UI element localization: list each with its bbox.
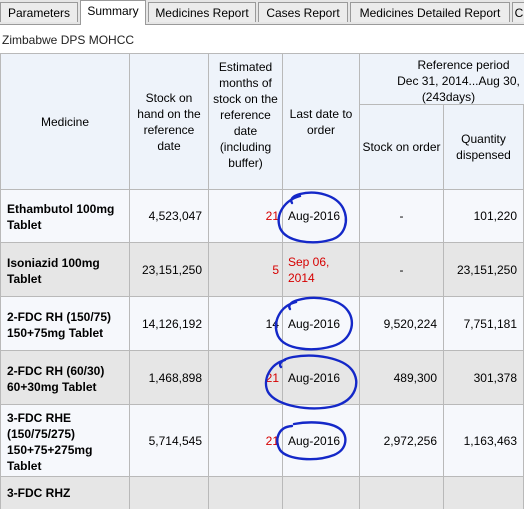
table-cell-months: 14 (209, 297, 283, 351)
tab-cases-report[interactable]: Cases Report (258, 2, 348, 22)
header-estimated-months: Estimated months of stock on the referen… (209, 54, 283, 190)
tab-strip: Parameters Summary Medicines Report Case… (0, 0, 524, 25)
table-cell-stock: 5,714,545 (130, 405, 209, 477)
table-cell-medicine: 2-FDC RH (150/75) 150+75mg Tablet (1, 297, 130, 351)
table-cell-stock: 23,151,250 (130, 243, 209, 297)
table-cell-stock: 14,126,192 (130, 297, 209, 351)
header-reference-period: Reference period Dec 31, 2014...Aug 30, … (360, 54, 524, 105)
table-cell-last-date: Sep 06, 2014 (283, 243, 360, 297)
tab-medicines-report[interactable]: Medicines Report (148, 2, 256, 22)
table-cell-stock-on-order (360, 477, 444, 509)
table-cell-stock-on-order: 9,520,224 (360, 297, 444, 351)
table-cell-medicine: 2-FDC RH (60/30) 60+30mg Tablet (1, 351, 130, 405)
table-cell-months (209, 477, 283, 509)
header-reference-period-days: (243days) (421, 90, 476, 104)
header-stock-on-hand: Stock on hand on the reference date (130, 54, 209, 190)
table-cell-last-date: Aug-2016 (283, 297, 360, 351)
table-cell-last-date: Aug-2016 (283, 405, 360, 477)
table-cell-medicine: 3-FDC RHE (150/75/275) 150+75+275mg Tabl… (1, 405, 130, 477)
table-cell-stock-on-order: - (360, 243, 444, 297)
table-cell-last-date: Aug-2016 (283, 351, 360, 405)
table-cell-stock: 4,523,047 (130, 190, 209, 243)
table-cell-months: 5 (209, 243, 283, 297)
table-cell-dispensed: 7,751,181 (444, 297, 524, 351)
header-last-date-to-order: Last date to order (283, 54, 360, 190)
table-cell-last-date (283, 477, 360, 509)
table-cell-medicine: Ethambutol 100mg Tablet (1, 190, 130, 243)
table-cell-dispensed (444, 477, 524, 509)
table-cell-stock: 1,468,898 (130, 351, 209, 405)
table-cell-months: 21 (209, 190, 283, 243)
table-cell-medicine: 3-FDC RHZ (1, 477, 130, 509)
report-subtitle: Zimbabwe DPS MOHCC (2, 33, 135, 47)
table-cell-months: 21 (209, 351, 283, 405)
table-cell-medicine: Isoniazid 100mg Tablet (1, 243, 130, 297)
header-reference-period-range: Dec 31, 2014...Aug 30, (397, 74, 520, 88)
tab-summary[interactable]: Summary (80, 0, 146, 25)
table-cell-dispensed: 1,163,463 (444, 405, 524, 477)
table-cell-dispensed: 301,378 (444, 351, 524, 405)
header-medicine: Medicine (1, 54, 130, 190)
table-cell-months: 21 (209, 405, 283, 477)
table-cell-stock-on-order: 2,972,256 (360, 405, 444, 477)
tab-parameters[interactable]: Parameters (0, 2, 78, 22)
header-reference-period-label: Reference period (417, 58, 510, 72)
table-cell-stock (130, 477, 209, 509)
table-cell-dispensed: 23,151,250 (444, 243, 524, 297)
table-cell-stock-on-order: - (360, 190, 444, 243)
table-cell-stock-on-order: 489,300 (360, 351, 444, 405)
tab-medicines-detailed-report[interactable]: Medicines Detailed Report (350, 2, 510, 22)
table-cell-last-date: Aug-2016 (283, 190, 360, 243)
header-stock-on-order: Stock on order (360, 105, 444, 190)
table-cell-dispensed: 101,220 (444, 190, 524, 243)
header-quantity-dispensed: Quantity dispensed (444, 105, 524, 190)
summary-table: Medicine Stock on hand on the reference … (0, 53, 524, 509)
tab-overflow[interactable]: C (512, 2, 524, 22)
